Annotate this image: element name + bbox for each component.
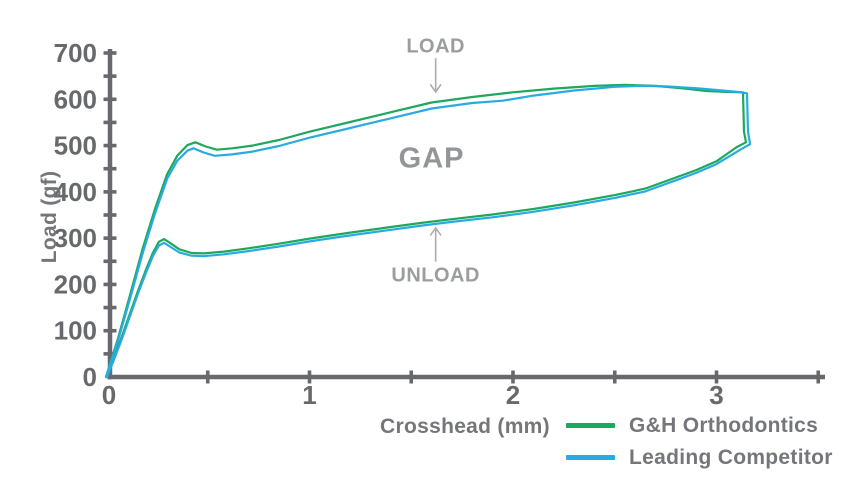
legend-item-competitor: Leading Competitor	[566, 442, 833, 473]
y-tick-label: 500	[54, 131, 97, 161]
y-tick-label: 300	[54, 223, 97, 253]
x-tick-label: 1	[302, 380, 316, 410]
axes: 0 100 200 300 400 500 600 700 0 1 2 3	[54, 38, 825, 410]
y-tick-label: 600	[54, 84, 97, 114]
legend-label-gh: G&H Orthodontics	[629, 413, 819, 437]
load-arrow-icon	[429, 58, 442, 94]
gap-annotation: GAP	[398, 142, 465, 175]
green-line-swatch	[566, 423, 615, 428]
unload-annotation: UNLOAD	[391, 264, 480, 287]
y-tick-label: 0	[83, 362, 97, 392]
series-line-leading-competitor	[104, 84, 752, 379]
y-tick-label: 200	[54, 269, 97, 299]
series-line-gh-orthodontics	[104, 83, 748, 379]
legend: G&H Orthodontics Leading Competitor	[566, 410, 833, 473]
y-tick-label: 400	[54, 177, 97, 207]
legend-label-competitor: Leading Competitor	[629, 445, 833, 469]
load-annotation: LOAD	[406, 35, 465, 58]
legend-item-gh: G&H Orthodontics	[566, 410, 833, 441]
y-tick-label: 100	[54, 316, 97, 346]
x-axis-title: Crosshead (mm)	[380, 415, 550, 438]
y-axis-title: Load (gf)	[38, 170, 61, 264]
x-tick-label: 3	[709, 380, 723, 410]
unload-arrow-icon	[429, 226, 442, 262]
y-tick-label: 700	[54, 38, 97, 68]
blue-line-swatch	[566, 455, 615, 460]
x-tick-label: 0	[102, 380, 116, 410]
x-tick-label: 2	[506, 380, 520, 410]
